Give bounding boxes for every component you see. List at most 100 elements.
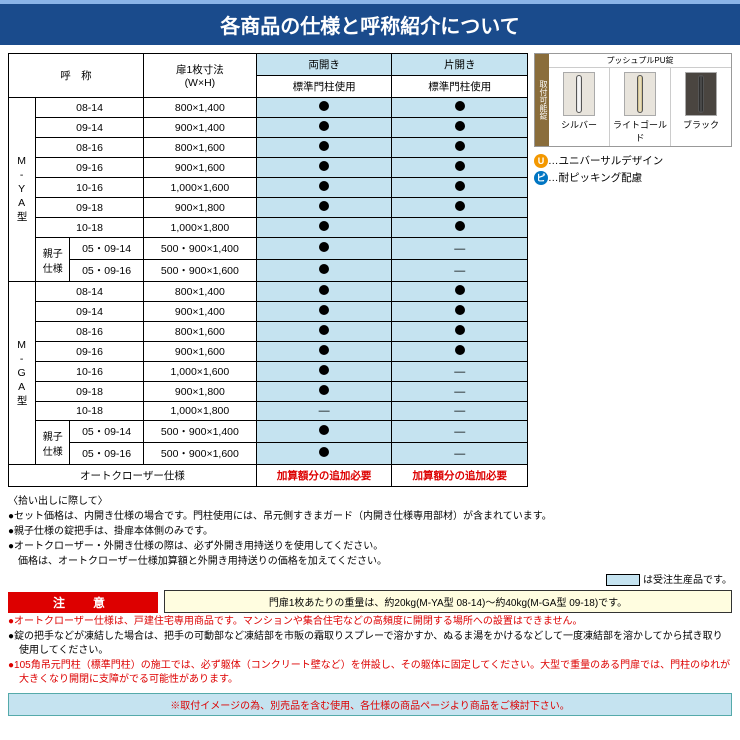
row-s bbox=[392, 138, 528, 158]
auto-closer-note2: 加算額分の追加必要 bbox=[392, 465, 528, 487]
row-d bbox=[256, 382, 392, 402]
row-size: 1,000×1,600 bbox=[143, 178, 256, 198]
row-name: 09-16 bbox=[36, 158, 144, 178]
row-name: 10-18 bbox=[36, 402, 144, 421]
row-d bbox=[256, 421, 392, 443]
row-d bbox=[256, 342, 392, 362]
lock-label: ブラック bbox=[671, 118, 731, 131]
th-std1: 標準門柱使用 bbox=[256, 76, 392, 98]
row-s bbox=[392, 158, 528, 178]
lock-title: プッシュプルPU錠 bbox=[549, 54, 731, 68]
row-s bbox=[392, 198, 528, 218]
note-line: ●親子仕様の錠把手は、掛扉本体側のみです。 bbox=[8, 525, 732, 539]
auto-closer-label: オートクローザー仕様 bbox=[9, 465, 257, 487]
row-size: 900×1,800 bbox=[143, 198, 256, 218]
weight-note: 門扉1枚あたりの重量は、約20kg(M-YA型 08-14)〜約40kg(M-G… bbox=[164, 590, 732, 613]
row-d bbox=[256, 198, 392, 218]
row-d bbox=[256, 178, 392, 198]
row-s bbox=[392, 178, 528, 198]
row-name: 09-16 bbox=[36, 342, 144, 362]
lock-label: ライトゴールド bbox=[610, 118, 670, 144]
th-double: 両開き bbox=[256, 54, 392, 76]
row-s bbox=[392, 322, 528, 342]
row-s: — bbox=[392, 402, 528, 421]
row-d bbox=[256, 118, 392, 138]
row-size: 800×1,600 bbox=[143, 322, 256, 342]
row-d bbox=[256, 282, 392, 302]
row-name: 08-16 bbox=[36, 138, 144, 158]
row-d bbox=[256, 238, 392, 260]
row-name: 09-14 bbox=[36, 118, 144, 138]
row-size: 800×1,400 bbox=[143, 98, 256, 118]
row-d bbox=[256, 218, 392, 238]
p-icon: ピ bbox=[534, 171, 548, 185]
row-name: 08-16 bbox=[36, 322, 144, 342]
row-size: 1,000×1,800 bbox=[143, 402, 256, 421]
row-name: 05・09-14 bbox=[70, 238, 144, 260]
th-std2: 標準門柱使用 bbox=[392, 76, 528, 98]
row-size: 900×1,600 bbox=[143, 158, 256, 178]
notes-title: 〈拾い出しに際して〉 bbox=[8, 495, 732, 509]
row-s: — bbox=[392, 260, 528, 282]
row-d bbox=[256, 322, 392, 342]
row-d: — bbox=[256, 402, 392, 421]
row-d bbox=[256, 98, 392, 118]
th-name: 呼 称 bbox=[9, 54, 144, 98]
row-s bbox=[392, 98, 528, 118]
row-s: — bbox=[392, 443, 528, 465]
row-s: — bbox=[392, 238, 528, 260]
row-s: — bbox=[392, 421, 528, 443]
row-s: — bbox=[392, 362, 528, 382]
caution-label: 注 意 bbox=[8, 592, 158, 613]
row-s bbox=[392, 118, 528, 138]
row-s: — bbox=[392, 382, 528, 402]
note-line: ●オートクローザー・外開き仕様の際は、必ず外開き用持送りを使用してください。 bbox=[8, 540, 732, 554]
row-size: 900×1,600 bbox=[143, 342, 256, 362]
note-line: ●セット価格は、内開き仕様の場合です。門柱使用には、吊元側すきまガード（内開き仕… bbox=[8, 510, 732, 524]
note-line: 価格は、オートクローザー仕様加算額と外開き用持送りの価格を加えてください。 bbox=[8, 555, 732, 569]
row-s bbox=[392, 218, 528, 238]
lock-label: シルバー bbox=[549, 118, 609, 131]
swatch-note: は受注生産品です。 bbox=[8, 571, 732, 586]
group-label: M-YA型 bbox=[9, 98, 36, 282]
row-name: 10-16 bbox=[36, 362, 144, 382]
oyako-label: 親子 仕様 bbox=[36, 238, 70, 282]
handle-icon bbox=[698, 75, 704, 113]
row-s bbox=[392, 342, 528, 362]
row-size: 500・900×1,400 bbox=[143, 238, 256, 260]
caution-line: ●105角吊元門柱（標準門柱）の施工では、必ず躯体（コンクリート壁など）を併設し… bbox=[8, 659, 732, 687]
lock-side-label: 取付可能錠 bbox=[535, 54, 549, 146]
lock-item: ライトゴールド bbox=[609, 68, 670, 146]
lock-options: 取付可能錠 プッシュプルPU錠 シルバーライトゴールドブラック bbox=[534, 53, 732, 147]
lock-item: シルバー bbox=[549, 68, 609, 146]
th-single: 片開き bbox=[392, 54, 528, 76]
row-d bbox=[256, 362, 392, 382]
row-size: 500・900×1,400 bbox=[143, 421, 256, 443]
row-d bbox=[256, 158, 392, 178]
cautions: ●オートクローザー仕様は、戸建住宅専用商品です。マンションや集合住宅などの高頻度… bbox=[8, 615, 732, 687]
row-d bbox=[256, 443, 392, 465]
row-name: 10-18 bbox=[36, 218, 144, 238]
row-size: 900×1,400 bbox=[143, 118, 256, 138]
u-icon: U bbox=[534, 154, 548, 168]
row-name: 08-14 bbox=[36, 282, 144, 302]
row-name: 08-14 bbox=[36, 98, 144, 118]
row-size: 1,000×1,600 bbox=[143, 362, 256, 382]
row-name: 05・09-16 bbox=[70, 260, 144, 282]
row-d bbox=[256, 138, 392, 158]
row-name: 05・09-14 bbox=[70, 421, 144, 443]
handle-icon bbox=[576, 75, 582, 113]
row-d bbox=[256, 302, 392, 322]
lock-item: ブラック bbox=[670, 68, 731, 146]
handle-icon bbox=[637, 75, 643, 113]
row-d bbox=[256, 260, 392, 282]
row-size: 900×1,800 bbox=[143, 382, 256, 402]
caution-line: ●オートクローザー仕様は、戸建住宅専用商品です。マンションや集合住宅などの高頻度… bbox=[8, 615, 732, 629]
row-size: 800×1,400 bbox=[143, 282, 256, 302]
row-s bbox=[392, 302, 528, 322]
row-name: 10-16 bbox=[36, 178, 144, 198]
row-name: 05・09-16 bbox=[70, 443, 144, 465]
group-label: M-GA型 bbox=[9, 282, 36, 465]
oyako-label: 親子 仕様 bbox=[36, 421, 70, 465]
swatch-icon bbox=[606, 574, 640, 586]
